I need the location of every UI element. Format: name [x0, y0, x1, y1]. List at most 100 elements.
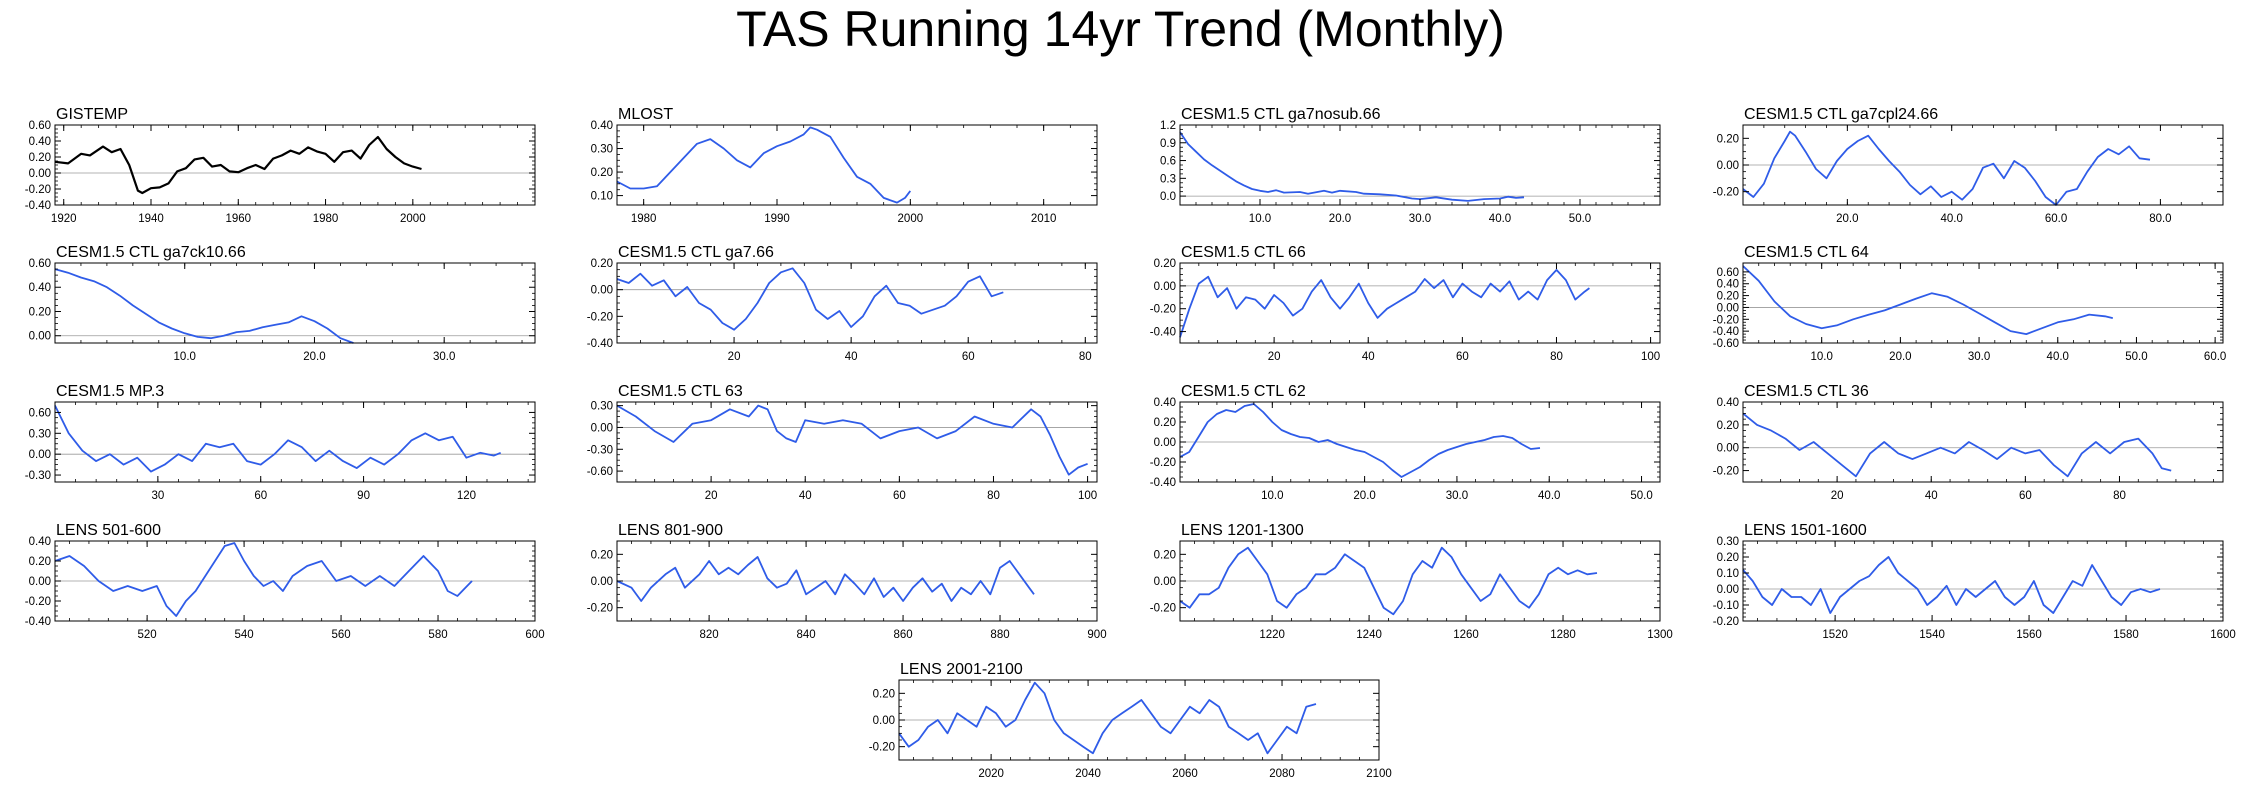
- x-tick-label: 1260: [1453, 629, 1479, 641]
- x-tick-label: 2080: [1269, 768, 1295, 780]
- y-tick-label: 0.40: [1154, 397, 1176, 409]
- y-tick-label: 0.20: [29, 556, 51, 568]
- x-tick-label: 10.0: [1810, 351, 1832, 363]
- x-tick-label: 560: [331, 629, 350, 641]
- y-tick-label: 0.20: [1717, 420, 1739, 432]
- y-tick-label: -0.20: [1713, 616, 1739, 628]
- chart-title: CESM1.5 CTL 64: [1744, 244, 1869, 261]
- x-tick-label: 2000: [898, 213, 924, 225]
- chart-title: CESM1.5 CTL 63: [618, 383, 743, 400]
- x-tick-label: 1560: [2016, 629, 2042, 641]
- x-tick-label: 10.0: [1261, 490, 1283, 502]
- x-tick-label: 50.0: [1630, 490, 1652, 502]
- chart-panel-lens1201: LENS 1201-1300 -0.20 0.00 0.20 1220 1240 1260 1…: [1150, 522, 1673, 641]
- series-line: [1179, 403, 1541, 478]
- chart-title: CESM1.5 MP.3: [56, 383, 164, 400]
- x-tick-label: 10.0: [174, 351, 196, 363]
- plot-frame: [1179, 262, 1661, 344]
- x-tick-label: 1980: [313, 213, 339, 225]
- chart-panel-mlost: MLOST 0.10 0.20 0.30 0.40 1980 1990 2000 2010: [591, 106, 1098, 225]
- chart-title: GISTEMP: [56, 106, 128, 123]
- plot-frame: [54, 124, 536, 206]
- x-tick-label: 20.0: [1889, 351, 1911, 363]
- y-tick-label: 0.60: [29, 258, 51, 270]
- y-tick-label: 0.40: [29, 282, 51, 294]
- series-line: [616, 267, 1004, 331]
- y-tick-label: 0.60: [1717, 267, 1739, 279]
- x-tick-label: 2000: [400, 213, 426, 225]
- x-tick-label: 2060: [1172, 768, 1198, 780]
- y-tick-label: 0.10: [1717, 568, 1739, 580]
- y-tick-label: 0.20: [591, 549, 613, 561]
- chart-title: MLOST: [618, 106, 673, 123]
- x-tick-label: 40.0: [1538, 490, 1560, 502]
- x-tick-label: 30.0: [1968, 351, 1990, 363]
- y-tick-label: 0.00: [591, 422, 613, 434]
- x-tick-label: 50.0: [2125, 351, 2147, 363]
- x-tick-label: 1580: [2113, 629, 2139, 641]
- x-tick-label: 840: [796, 629, 815, 641]
- y-tick-label: -0.10: [1713, 600, 1739, 612]
- chart-title: CESM1.5 CTL 62: [1181, 383, 1306, 400]
- chart-title: CESM1.5 CTL ga7cpl24.66: [1744, 106, 1938, 123]
- x-tick-label: 30.0: [433, 351, 455, 363]
- chart-panel-lens1501: LENS 1501-1600 -0.20 -0.10 0.00 0.10 0.20 0.30…: [1713, 522, 2236, 641]
- x-tick-label: 540: [234, 629, 253, 641]
- x-tick-label: 30: [151, 490, 164, 502]
- y-tick-label: 0.20: [29, 152, 51, 164]
- x-tick-label: 80: [987, 490, 1000, 502]
- chart-panel-lens801: LENS 801-900 -0.20 0.00 0.20 820 840 860 880 900: [587, 522, 1107, 641]
- y-tick-label: -0.40: [587, 338, 613, 350]
- series-line: [1742, 265, 2114, 335]
- chart-panel-ga7cpl24: CESM1.5 CTL ga7cpl24.66 -0.20 0.00 0.20 20.0…: [1713, 106, 2224, 225]
- y-tick-label: 0.40: [1717, 397, 1739, 409]
- x-tick-label: 1960: [225, 213, 251, 225]
- x-tick-label: 1990: [764, 213, 790, 225]
- y-tick-label: -0.20: [587, 311, 613, 323]
- x-tick-label: 50.0: [1569, 213, 1591, 225]
- x-tick-label: 20: [1268, 351, 1281, 363]
- chart-panel-ctl66: CESM1.5 CTL 66 -0.40 -0.20 0.00 0.20 20 40 60 80…: [1150, 244, 1661, 363]
- x-tick-label: 20: [728, 351, 741, 363]
- y-tick-label: 0.9: [1160, 138, 1176, 150]
- page-title: TAS Running 14yr Trend (Monthly): [736, 1, 1505, 57]
- y-tick-label: -0.40: [1150, 327, 1176, 339]
- series-line: [54, 542, 473, 617]
- series-line: [1742, 412, 2172, 478]
- y-tick-label: 1.2: [1160, 120, 1176, 132]
- y-tick-label: 0.00: [591, 576, 613, 588]
- x-tick-label: 80: [1079, 351, 1092, 363]
- series-line: [898, 681, 1317, 755]
- series-line: [1742, 130, 2151, 206]
- series-line: [54, 135, 422, 195]
- series-line: [1179, 131, 1525, 202]
- series-line: [1742, 556, 2161, 614]
- y-tick-label: 0.00: [1717, 302, 1739, 314]
- series-line: [616, 556, 1035, 602]
- plot-frame: [616, 124, 1098, 206]
- x-tick-label: 20.0: [303, 351, 325, 363]
- chart-panel-ctl62: CESM1.5 CTL 62 -0.40 -0.20 0.00 0.20 0.40 10.0…: [1150, 383, 1661, 502]
- x-tick-label: 1600: [2210, 629, 2236, 641]
- x-tick-label: 40: [1362, 351, 1375, 363]
- y-tick-label: 0.20: [1717, 133, 1739, 145]
- y-tick-label: -0.30: [587, 444, 613, 456]
- x-tick-label: 100: [1078, 490, 1097, 502]
- x-tick-label: 60.0: [2204, 351, 2226, 363]
- y-tick-label: -0.20: [25, 184, 51, 196]
- y-tick-label: -0.20: [1150, 304, 1176, 316]
- x-tick-label: 60: [962, 351, 975, 363]
- y-tick-label: 0.00: [29, 331, 51, 343]
- y-tick-label: -0.20: [1713, 187, 1739, 199]
- y-tick-label: 0.00: [591, 285, 613, 297]
- plot-frame: [616, 262, 1098, 344]
- chart-title: LENS 1501-1600: [1744, 522, 1867, 539]
- x-tick-label: 20: [705, 490, 718, 502]
- y-tick-label: -0.20: [25, 596, 51, 608]
- x-tick-label: 2020: [978, 768, 1004, 780]
- series-line: [1179, 546, 1598, 616]
- y-tick-label: -0.40: [25, 616, 51, 628]
- chart-title: LENS 1201-1300: [1181, 522, 1304, 539]
- chart-title: LENS 501-600: [56, 522, 161, 539]
- y-tick-label: 0.60: [29, 407, 51, 419]
